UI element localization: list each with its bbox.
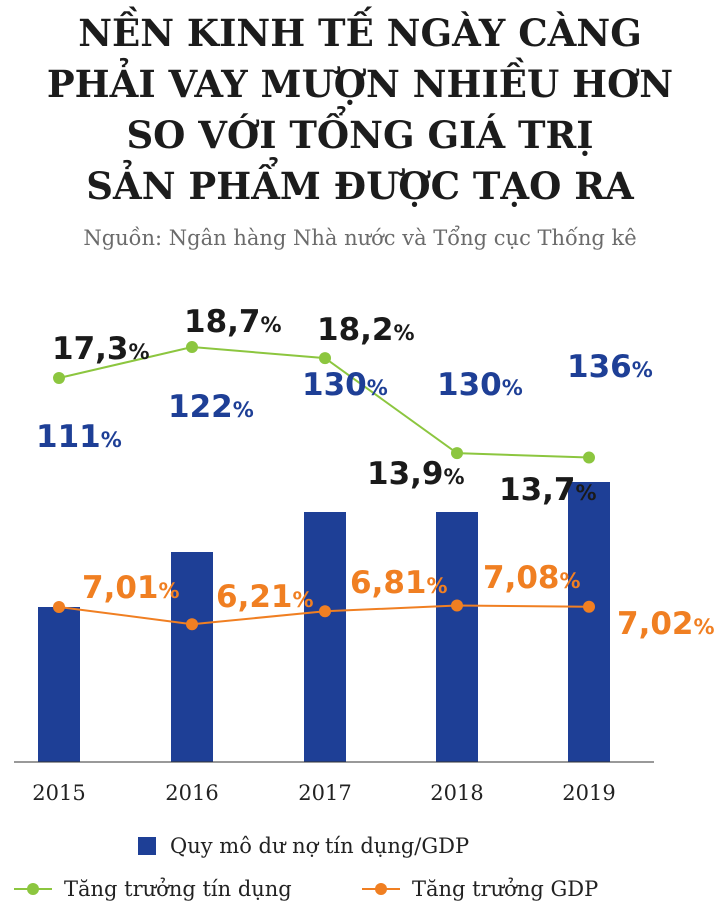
- gdp-value-label-2017: 6,81%: [350, 565, 448, 601]
- credit-value-label-2016: 18,7%: [184, 304, 282, 340]
- legend-bar-label: Quy mô dư nợ tín dụng/GDP: [170, 834, 470, 858]
- gdp-point-2017: [319, 605, 331, 618]
- gdp-value-label-2019: 7,02%: [617, 606, 715, 642]
- title-line-3: SO VỚI TỔNG GIÁ TRỊ: [126, 113, 594, 157]
- bar-value-label-2019: 136%: [567, 349, 653, 385]
- x-tick-label-2018: 2018: [430, 781, 483, 805]
- credit-point-2019: [583, 451, 595, 464]
- credit-point-2015: [53, 372, 65, 384]
- x-tick-label-2015: 2015: [32, 781, 85, 805]
- chart-subtitle: Nguồn: Ngân hàng Nhà nước và Tổng cục Th…: [83, 226, 637, 250]
- bar-2015: [38, 607, 80, 762]
- gdp-point-2018: [451, 599, 463, 612]
- legend-bar-swatch: [138, 837, 156, 855]
- bar-2016: [171, 552, 213, 762]
- bar-value-label-2015: 111%: [36, 419, 122, 455]
- legend-gdp-swatch: [362, 880, 400, 898]
- credit-point-2016: [186, 341, 198, 354]
- gdp-point-2015: [53, 601, 65, 613]
- legend-item-bar: Quy mô dư nợ tín dụng/GDP: [138, 834, 469, 858]
- legend-credit-swatch: [14, 880, 52, 898]
- bar-value-label-2016: 122%: [168, 389, 254, 425]
- legend-credit-label: Tăng trưởng tín dụng: [64, 877, 292, 901]
- bar-2018: [436, 512, 478, 762]
- credit-point-2017: [319, 352, 331, 365]
- x-tick-label-2019: 2019: [562, 781, 615, 805]
- gdp-point-2016: [186, 618, 198, 631]
- credit-value-label-2019: 13,7%: [499, 472, 597, 508]
- x-tick-label-2017: 2017: [298, 781, 351, 805]
- bar-2017: [304, 512, 346, 762]
- title-line-4: SẢN PHẨM ĐƯỢC TẠO RA: [86, 164, 634, 208]
- title-line-2: PHẢI VAY MƯỢN NHIỀU HƠN: [46, 62, 674, 106]
- legend-item-gdp: Tăng trưởng GDP: [362, 877, 598, 901]
- bar-2019: [568, 482, 610, 762]
- gdp-value-label-2018: 7,08%: [483, 560, 581, 596]
- credit-point-2018: [451, 447, 463, 460]
- x-tick-label-2016: 2016: [165, 781, 218, 805]
- legend-gdp-label: Tăng trưởng GDP: [412, 877, 599, 901]
- gdp-point-2019: [583, 600, 595, 613]
- credit-value-label-2015: 17,3%: [52, 331, 150, 367]
- chart-title: NỀN KINH TẾ NGÀY CÀNG PHẢI VAY MƯỢN NHIỀ…: [0, 8, 720, 212]
- bar-value-label-2017: 130%: [302, 367, 388, 403]
- bar-value-label-2018: 130%: [437, 367, 523, 403]
- legend-item-credit: Tăng trưởng tín dụng: [14, 877, 292, 901]
- title-line-1: NỀN KINH TẾ NGÀY CÀNG: [78, 11, 642, 55]
- gdp-value-label-2015: 7,01%: [82, 570, 180, 606]
- credit-value-label-2017: 18,2%: [317, 312, 415, 348]
- gdp-value-label-2016: 6,21%: [216, 579, 314, 615]
- credit-value-label-2018: 13,9%: [367, 456, 465, 492]
